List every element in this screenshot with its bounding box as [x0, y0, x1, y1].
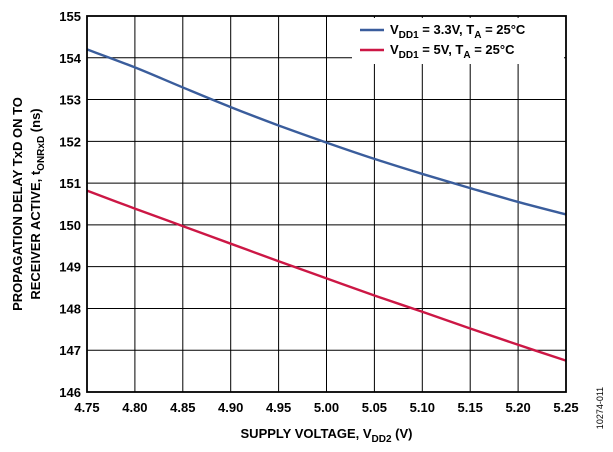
- legend-box: [352, 18, 564, 64]
- figure-id: 10274-011: [595, 387, 605, 429]
- plot-frame: [86, 15, 567, 393]
- x-tick-label: 4.75: [74, 400, 99, 415]
- y-tick-label: 155: [59, 9, 81, 24]
- x-tick-label: 5.20: [505, 400, 530, 415]
- y-tick-label: 147: [59, 343, 81, 358]
- y-tick-label: 151: [59, 176, 81, 191]
- y-axis-label-line2: RECEIVER ACTIVE, tONRxD (ns): [28, 108, 47, 299]
- x-tick-labels: 4.75 4.80 4.85 4.90 4.95 5.00 5.05 5.10 5.15 5.20…: [74, 400, 578, 415]
- x-tick-label: 4.90: [218, 400, 243, 415]
- legend-label-2: VDD1 = 5V, TA = 25°C: [390, 42, 515, 61]
- series-lines: [86, 48, 567, 362]
- y-tick-label: 149: [59, 260, 81, 275]
- y-tick-label: 146: [59, 385, 81, 400]
- x-tick-label: 4.95: [266, 400, 291, 415]
- x-axis-label: SUPPLY VOLTAGE, VDD2 (V): [241, 426, 413, 445]
- x-tick-label: 4.80: [122, 400, 147, 415]
- x-tick-label: 5.15: [458, 400, 483, 415]
- x-tick-label: 4.85: [170, 400, 195, 415]
- series-line-2: [86, 189, 567, 362]
- x-tick-label: 5.10: [410, 400, 435, 415]
- y-tick-labels: 146 147 148 149 150 151 152 153 154 155: [59, 9, 81, 400]
- y-tick-label: 154: [59, 51, 81, 66]
- x-tick-label: 5.05: [362, 400, 387, 415]
- x-tick-label: 5.25: [553, 400, 578, 415]
- grid-lines: [87, 16, 566, 392]
- y-tick-label: 148: [59, 301, 81, 316]
- y-tick-label: 152: [59, 134, 81, 149]
- series-line-1: [86, 48, 567, 216]
- y-axis-label-line1: PROPAGATION DELAY TxD ON TO: [10, 97, 25, 311]
- x-tick-label: 5.00: [314, 400, 339, 415]
- y-tick-label: 150: [59, 218, 81, 233]
- y-axis-label: PROPAGATION DELAY TxD ON TO RECEIVER ACT…: [10, 97, 47, 311]
- y-tick-label: 153: [59, 93, 81, 108]
- legend-label-1: VDD1 = 3.3V, TA = 25°C: [390, 22, 526, 41]
